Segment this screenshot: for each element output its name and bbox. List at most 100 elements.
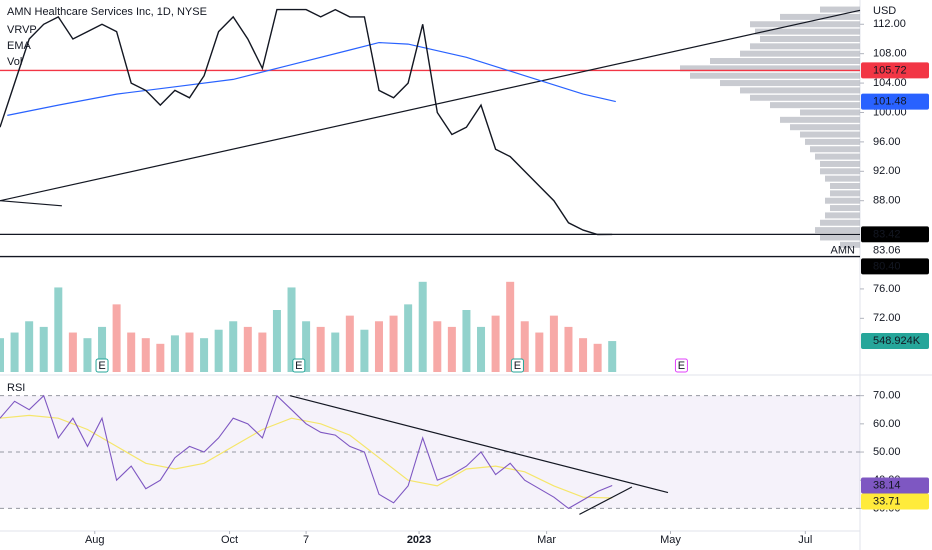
volume-bar [316, 326, 325, 372]
price-badge [861, 226, 929, 243]
volume-badge-text: 548.924K [873, 335, 921, 347]
volume-bar [404, 304, 413, 372]
volume-badge [861, 333, 929, 350]
volume-bar [374, 321, 383, 372]
currency-label: USD [873, 5, 896, 17]
price-badge [861, 93, 929, 110]
volume-bar [477, 326, 486, 372]
volume-profile-bar [815, 153, 860, 160]
x-tick-label: 7 [303, 534, 309, 546]
volume-profile-bar [800, 109, 860, 116]
volume-bar [185, 332, 194, 372]
volume-bar [491, 315, 500, 372]
volume-bar [214, 329, 223, 372]
price-badge-text: 101.48 [873, 96, 907, 108]
ema-line [7, 41, 616, 116]
volume-bar [170, 335, 179, 372]
volume-bar [345, 315, 354, 372]
price-badge-text: 80.40 [873, 260, 901, 272]
x-tick-label: May [660, 534, 681, 546]
volume-bar [549, 315, 558, 372]
volume-bar [331, 332, 340, 372]
volume-bar [54, 287, 63, 372]
rsi-ma-line [0, 414, 613, 499]
earnings-label: E [678, 360, 685, 372]
plot: E E E E112.00108.00104.00100.0096.0092.0088… [0, 6, 929, 546]
volume-profile-bar [825, 212, 860, 219]
volume-bar [433, 321, 442, 372]
rsi-trendline [289, 395, 669, 494]
earnings-marker [510, 358, 524, 373]
y-tick-label: 112.00 [873, 18, 906, 30]
volume-profile-bar [810, 146, 860, 153]
volume-bar [535, 332, 544, 372]
volume-profile-bar [750, 43, 860, 50]
volume-bar [200, 338, 209, 372]
volume-bar [462, 310, 471, 372]
rsi-badge [861, 477, 929, 494]
x-tick-label: 2023 [407, 534, 431, 546]
volume-bar [39, 326, 48, 372]
volume-bar [156, 343, 165, 372]
volume-profile-bar [825, 175, 860, 182]
volume-profile-bar [800, 131, 860, 138]
volume-bar [579, 338, 588, 372]
volume-profile-bar [690, 72, 860, 79]
rsi-y-tick-label: 70.00 [873, 390, 901, 402]
volume-bar [287, 287, 296, 372]
volume-bar [593, 343, 602, 372]
volume-profile-bar [805, 138, 860, 145]
volume-bar [506, 281, 515, 372]
y-tick-label: 104.00 [873, 77, 907, 89]
volume-profile-bar [830, 183, 860, 189]
y-tick-label: 76.00 [873, 283, 901, 295]
y-tick-label: 88.00 [873, 195, 901, 207]
volume-profile-bar [740, 87, 860, 94]
x-tick-label: Aug [85, 534, 105, 546]
volume-bar [229, 321, 238, 372]
price-badge-text: 83.06 [873, 244, 901, 256]
indicator-label: EMA [7, 40, 32, 52]
volume-bar [564, 326, 573, 372]
volume-profile-bar [820, 234, 860, 241]
earnings-marker [674, 358, 688, 373]
rsi-pane [0, 378, 860, 530]
earnings-label: E [98, 360, 105, 372]
rsi-title: RSI [7, 382, 25, 394]
volume-bar [112, 304, 121, 372]
earnings-label: E [514, 360, 521, 372]
trendline [0, 200, 62, 207]
volume-bar [0, 338, 4, 372]
volume-profile-bar [760, 35, 860, 42]
y-tick-label: 92.00 [873, 165, 901, 177]
rsi-line [0, 394, 613, 510]
volume-bar [258, 332, 267, 372]
volume-profile-bar [840, 241, 860, 248]
indicator-label: VRVP [7, 24, 37, 36]
y-tick-label: 96.00 [873, 136, 901, 148]
earnings-label: E [295, 360, 302, 372]
volume-profile-bar [680, 65, 860, 72]
volume-bar [83, 338, 92, 372]
volume-profile-bar [820, 6, 860, 13]
rsi-badge [861, 493, 929, 510]
volume-profile-bar [755, 28, 860, 35]
volume-profile-bar [820, 219, 860, 226]
y-tick-label: 108.00 [873, 48, 907, 60]
rsi-y-tick-label: 50.00 [873, 446, 901, 458]
chart-title: AMN Healthcare Services Inc, 1D, NYSE [7, 6, 207, 18]
volume-bar [272, 310, 281, 372]
price-line [0, 8, 613, 236]
volume-profile-bar [820, 160, 860, 167]
volume-bar [68, 332, 77, 372]
volume-bar [447, 326, 456, 372]
price-badge-text: 83.42 [873, 228, 901, 240]
rsi-band [0, 395, 860, 509]
rsi-y-tick-label: 60.00 [873, 418, 901, 430]
price-badge [861, 242, 929, 259]
y-tick-label: 72.00 [873, 312, 901, 324]
volume-profile-bar [815, 227, 860, 234]
volume-profile-bar [720, 80, 860, 87]
volume-bar [10, 332, 19, 372]
volume-bar [608, 341, 617, 372]
